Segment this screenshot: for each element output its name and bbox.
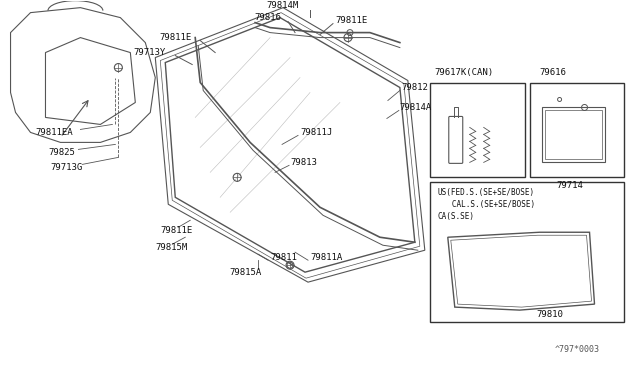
Text: 79815A: 79815A (229, 268, 261, 277)
Text: 79825: 79825 (49, 148, 76, 157)
Text: 79811EA: 79811EA (35, 128, 73, 137)
Text: ^797*0003: ^797*0003 (554, 345, 600, 354)
Bar (430, 83, 525, 177)
Text: 79815M: 79815M (156, 243, 188, 252)
Text: 79816: 79816 (255, 13, 282, 22)
Text: 79713G: 79713G (51, 163, 83, 172)
Text: 79814A: 79814A (400, 103, 432, 112)
Text: 79811J: 79811J (300, 128, 332, 137)
Text: 79812: 79812 (402, 83, 429, 92)
Text: 79811: 79811 (270, 253, 297, 262)
Text: 79811E: 79811E (160, 226, 193, 235)
Text: 79811E: 79811E (335, 16, 367, 25)
Text: 79811E: 79811E (159, 33, 191, 42)
Bar (530, 83, 625, 177)
Bar (430, 182, 625, 322)
Text: CAL.S.(SE+SE/BOSE): CAL.S.(SE+SE/BOSE) (438, 200, 535, 209)
Text: 79714: 79714 (556, 181, 583, 190)
Text: 79810: 79810 (536, 310, 563, 318)
Text: 79814M: 79814M (266, 1, 298, 10)
Text: 79713Y: 79713Y (133, 48, 165, 57)
Text: 79617K(CAN): 79617K(CAN) (435, 68, 494, 77)
Text: CA(S.SE): CA(S.SE) (438, 212, 475, 221)
Text: 79811A: 79811A (310, 253, 342, 262)
Text: 79813: 79813 (290, 158, 317, 167)
Text: 79616: 79616 (540, 68, 566, 77)
Text: US(FED.S.(SE+SE/BOSE): US(FED.S.(SE+SE/BOSE) (438, 188, 535, 197)
